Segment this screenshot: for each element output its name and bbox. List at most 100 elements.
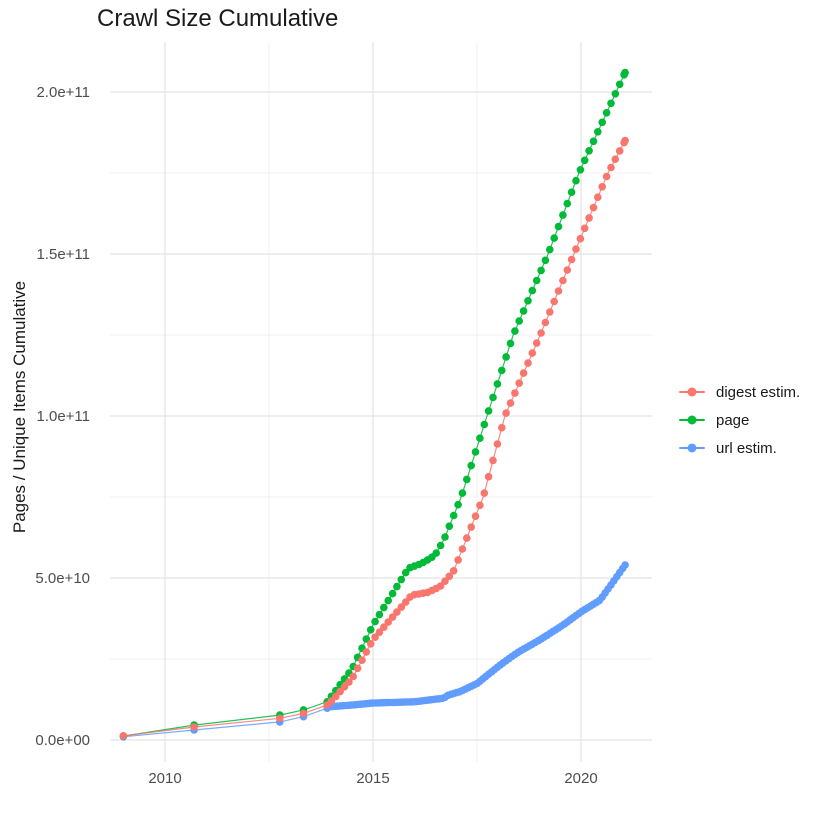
data-point [506,339,515,348]
data-point [471,512,480,520]
data-point [537,329,545,337]
chart-title: Crawl Size Cumulative [97,5,339,32]
data-point [519,307,528,315]
data-point [393,608,401,616]
data-point [458,489,467,497]
data-point [615,147,624,155]
data-point [371,633,379,641]
data-point [436,582,445,590]
data-point [576,166,585,174]
data-point [554,287,563,295]
legend-item[interactable]: digest estim. [679,378,800,406]
data-point [489,456,497,465]
legend: digest estim. page url estim. [679,378,800,462]
data-point [611,155,620,163]
y-tick-label: 1.5e+11 [36,246,90,263]
data-point [449,511,458,520]
data-point [528,286,537,295]
data-point [353,664,362,673]
data-point [375,628,384,636]
data-point [401,568,410,577]
data-point [607,163,615,172]
legend-key-dot [687,443,697,453]
legend-item[interactable]: url estim. [679,434,800,462]
data-point [563,199,572,208]
data-point [511,327,519,335]
legend-label: digest estim. [716,383,801,401]
data-point [576,234,585,243]
y-tick-label: 5.0e+10 [35,570,90,587]
data-point [532,276,541,285]
data-point [384,596,393,605]
legend-item[interactable]: page [679,406,800,434]
data-point [463,475,471,484]
series-url-estim [119,561,629,741]
data-point [299,709,308,718]
data-point [580,224,589,233]
legend-marker-icon [679,440,705,456]
data-point [559,276,567,285]
data-point [515,379,523,387]
data-point [362,648,371,656]
data-point [607,99,615,108]
data-point [349,672,358,681]
data-point [484,472,493,481]
data-point [336,687,344,696]
data-point [484,407,493,415]
gridlines-major [110,42,652,762]
data-point [598,118,606,127]
data-point [362,635,371,643]
data-point [476,434,484,443]
legend-key-dot [687,387,697,397]
data-point [554,222,563,231]
x-tick-label: 2020 [564,770,597,787]
data-point [366,640,375,648]
data-point [537,266,545,275]
data-point [589,137,598,146]
data-point [432,549,441,557]
data-point [585,147,593,155]
data-point [489,393,497,402]
data-point [550,234,558,242]
data-point [471,448,480,456]
data-point [506,399,515,407]
data-point [467,461,476,470]
data-point [519,369,528,377]
data-point [449,567,458,575]
data-point [621,68,629,77]
data-point [276,714,284,723]
data-point [119,732,128,740]
data-point [397,603,406,611]
data-point [441,533,449,541]
data-point [467,523,476,531]
y-axis-tick-labels: 0.0e+00 5.0e+10 1.0e+11 1.5e+11 2.0e+11 [35,84,90,749]
data-point [559,211,567,219]
gridlines-minor [110,42,652,762]
legend-label: url estim. [716,439,777,457]
data-point [401,598,410,606]
data-point [502,409,510,417]
data-point [493,380,502,388]
series-digest-estim [119,136,629,740]
data-point [563,266,572,274]
x-axis-tick-labels: 2010 2015 2020 [148,770,597,787]
data-point [463,534,471,542]
data-point [454,500,462,509]
data-point [567,255,576,264]
data-point [511,389,519,397]
data-point [589,203,598,212]
data-point [366,626,375,634]
data-point [380,623,388,631]
legend-marker-icon [679,412,705,428]
data-point [384,618,393,626]
data-point [524,359,532,367]
legend-key-dot [687,415,697,425]
data-point [580,156,589,165]
data-point [445,522,454,530]
data-point [602,109,611,117]
legend-marker-icon [679,384,705,400]
data-series-layer [119,68,629,741]
data-point [436,541,445,550]
